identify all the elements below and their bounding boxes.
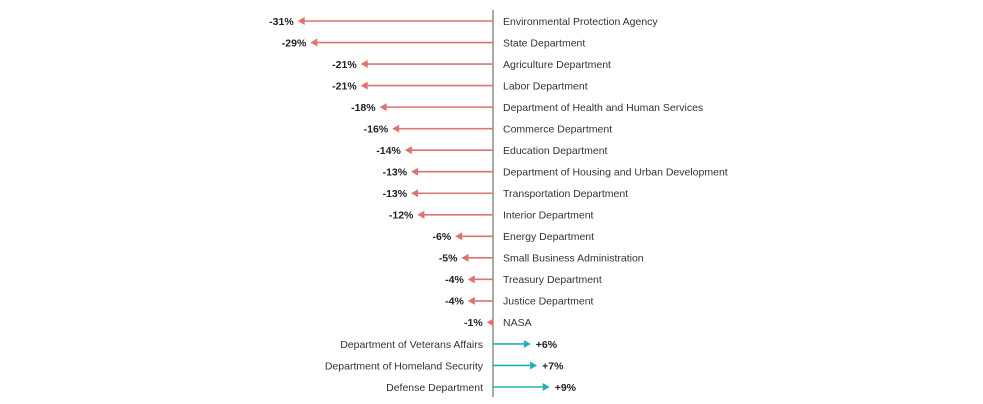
chart-row: Environmental Protection Agency -31% <box>269 16 658 28</box>
arrow-head <box>411 189 419 198</box>
value-label: -21% <box>332 80 357 92</box>
chart-marks: Environmental Protection Agency -31% State… <box>269 10 728 398</box>
value-label: -13% <box>383 167 408 179</box>
category-label: Environmental Protection Agency <box>503 16 658 28</box>
value-label: -1% <box>464 317 483 329</box>
category-label: Agriculture Department <box>503 59 611 71</box>
value-label: -29% <box>282 37 307 49</box>
category-label: Labor Department <box>503 80 588 92</box>
chart-row: Small Business Administration -5% <box>439 253 644 265</box>
value-label: -12% <box>389 210 414 222</box>
arrow-head <box>360 60 368 69</box>
arrow-head <box>542 383 550 392</box>
arrow-head <box>310 38 318 47</box>
category-label: State Department <box>503 37 585 49</box>
chart-row: Department of Health and Human Services -… <box>351 102 703 114</box>
category-label: Energy Department <box>503 231 594 243</box>
arrow-head <box>360 81 368 90</box>
value-label: -16% <box>364 123 389 135</box>
value-label: -4% <box>445 274 464 286</box>
arrow-head <box>392 124 400 133</box>
chart-row: Transportation Department -13% <box>383 188 629 200</box>
chart-row: Defense Department +9% <box>386 382 577 394</box>
arrow-head <box>404 146 412 155</box>
chart-row: Energy Department -6% <box>433 231 595 243</box>
chart-row: NASA -1% <box>464 317 532 329</box>
category-label: Department of Homeland Security <box>325 360 484 372</box>
value-label: -13% <box>383 188 408 200</box>
arrow-head <box>417 210 425 219</box>
chart-row: Labor Department -21% <box>332 80 588 92</box>
value-label: -4% <box>445 296 464 308</box>
category-label: Interior Department <box>503 210 594 222</box>
chart-row: Department of Housing and Urban Developm… <box>383 167 728 179</box>
chart-row: Interior Department -12% <box>389 210 594 222</box>
chart-row: Department of Homeland Security +7% <box>325 360 564 372</box>
chart-row: Department of Veterans Affairs +6% <box>340 339 558 351</box>
category-label: Treasury Department <box>503 274 602 286</box>
category-label: Department of Housing and Urban Developm… <box>503 167 728 179</box>
arrow-head <box>379 103 387 112</box>
arrow-head <box>486 318 494 327</box>
category-label: NASA <box>503 317 532 329</box>
chart-row: Justice Department -4% <box>445 296 593 308</box>
category-label: Justice Department <box>503 296 594 308</box>
arrow-head <box>411 167 419 176</box>
value-label: +7% <box>542 360 564 372</box>
category-label: Transportation Department <box>503 188 628 200</box>
arrow-head <box>455 232 463 241</box>
chart-row: Treasury Department -4% <box>445 274 602 286</box>
arrow-head <box>467 296 475 305</box>
value-label: -21% <box>332 59 357 71</box>
arrow-head <box>467 275 475 284</box>
value-label: -31% <box>269 16 294 28</box>
arrow-head <box>461 253 469 262</box>
value-label: -18% <box>351 102 376 114</box>
value-label: +9% <box>555 382 577 394</box>
arrow-head <box>297 17 305 25</box>
category-label: Education Department <box>503 145 608 157</box>
category-label: Small Business Administration <box>503 253 644 265</box>
arrow-head <box>530 361 538 370</box>
chart-row: Education Department -14% <box>376 145 607 157</box>
value-label: -14% <box>376 145 401 157</box>
value-label: +6% <box>536 339 558 351</box>
arrow-head <box>523 339 531 348</box>
chart-row: State Department -29% <box>282 37 586 49</box>
chart-row: Commerce Department -16% <box>364 123 613 135</box>
category-label: Department of Health and Human Services <box>503 102 703 114</box>
value-label: -6% <box>433 231 452 243</box>
value-label: -5% <box>439 253 458 265</box>
category-label: Defense Department <box>386 382 483 394</box>
category-label: Department of Veterans Affairs <box>340 339 483 351</box>
chart-row: Agriculture Department -21% <box>332 59 611 71</box>
category-label: Commerce Department <box>503 123 612 135</box>
